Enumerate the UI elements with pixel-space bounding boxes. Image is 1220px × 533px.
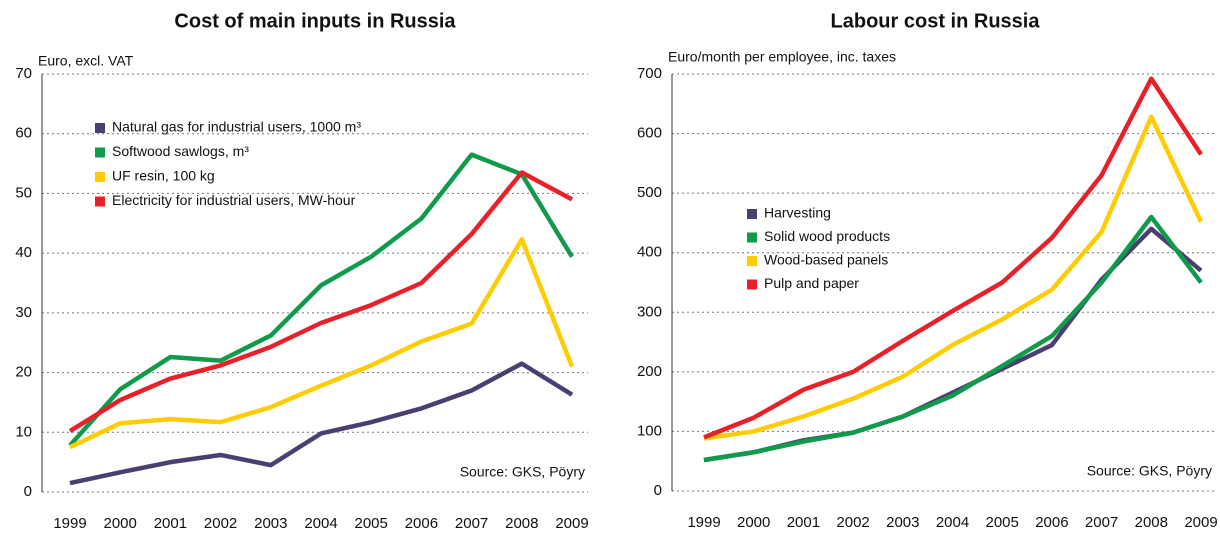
series-line — [69, 361, 574, 486]
legend-label: Wood-based panels — [764, 252, 888, 268]
y-tick-label: 0 — [24, 483, 32, 500]
legend-label: Harvesting — [764, 205, 831, 221]
series-line — [703, 114, 1204, 441]
x-tick-label: 2005 — [986, 514, 1019, 531]
series-line — [68, 170, 574, 434]
y-tick-label: 0 — [654, 482, 662, 499]
legend-swatch — [95, 147, 105, 158]
y-tick-label: 700 — [637, 65, 662, 82]
legend-swatch — [95, 196, 105, 207]
legend-swatch — [95, 123, 105, 133]
legend-swatch — [747, 279, 757, 290]
series-line — [69, 237, 575, 450]
chart-title: Labour cost in Russia — [831, 10, 1041, 32]
legend-label: Solid wood products — [764, 228, 890, 244]
series-line — [68, 152, 574, 447]
series-line — [703, 214, 1203, 463]
x-tick-label: 2006 — [1035, 514, 1068, 531]
x-tick-label: 2004 — [936, 514, 969, 531]
legend-label: Natural gas for industrial users, 1000 m… — [112, 119, 361, 135]
series-line — [703, 76, 1203, 440]
y-tick-label: 500 — [637, 184, 662, 201]
x-tick-label: 2003 — [886, 514, 919, 531]
y-tick-label: 60 — [15, 125, 32, 142]
source-note: Source: GKS, Pöyry — [1087, 463, 1212, 479]
chart-title: Cost of main inputs in Russia — [174, 10, 456, 32]
y-tick-label: 300 — [637, 303, 662, 320]
y-tick-label: 40 — [15, 244, 32, 261]
x-tick-label: 2001 — [787, 514, 820, 531]
y-tick-label: 50 — [15, 184, 32, 201]
x-tick-label: 2009 — [1184, 514, 1217, 531]
legend-swatch — [747, 232, 757, 243]
y-tick-label: 10 — [15, 423, 32, 440]
x-tick-label: 1999 — [687, 514, 720, 531]
x-tick-label: 1999 — [53, 515, 86, 532]
legend-swatch — [747, 256, 757, 266]
legend-label: Pulp and paper — [764, 275, 859, 291]
legend-label: Electricity for industrial users, MW-hou… — [112, 192, 356, 208]
x-tick-label: 2007 — [1085, 514, 1118, 531]
y-tick-label: 70 — [15, 65, 32, 82]
legend-label: Softwood sawlogs, m³ — [112, 143, 249, 159]
x-tick-label: 2005 — [355, 515, 388, 532]
x-tick-label: 2006 — [405, 515, 438, 532]
y-tick-label: 200 — [637, 363, 662, 380]
x-tick-label: 2000 — [737, 514, 770, 531]
source-note: Source: GKS, Pöyry — [460, 464, 585, 480]
y-axis-label: Euro/month per employee, inc. taxes — [668, 49, 896, 65]
x-tick-label: 2001 — [154, 515, 187, 532]
legend-swatch — [95, 172, 105, 182]
x-tick-label: 2002 — [204, 515, 237, 532]
y-tick-label: 400 — [637, 244, 662, 261]
y-tick-label: 20 — [15, 364, 32, 381]
x-tick-label: 2004 — [304, 515, 337, 532]
x-tick-label: 2008 — [505, 515, 538, 532]
x-tick-label: 2008 — [1135, 514, 1168, 531]
x-tick-label: 2009 — [555, 515, 588, 532]
y-tick-label: 600 — [637, 125, 662, 142]
legend-swatch — [747, 209, 757, 219]
x-tick-label: 2007 — [455, 515, 488, 532]
x-tick-label: 2002 — [836, 514, 869, 531]
y-tick-label: 100 — [637, 422, 662, 439]
legend-label: UF resin, 100 kg — [112, 168, 215, 184]
y-tick-label: 30 — [15, 304, 32, 321]
x-tick-label: 2000 — [104, 515, 137, 532]
y-axis-label: Euro, excl. VAT — [38, 53, 134, 69]
x-tick-label: 2003 — [254, 515, 287, 532]
